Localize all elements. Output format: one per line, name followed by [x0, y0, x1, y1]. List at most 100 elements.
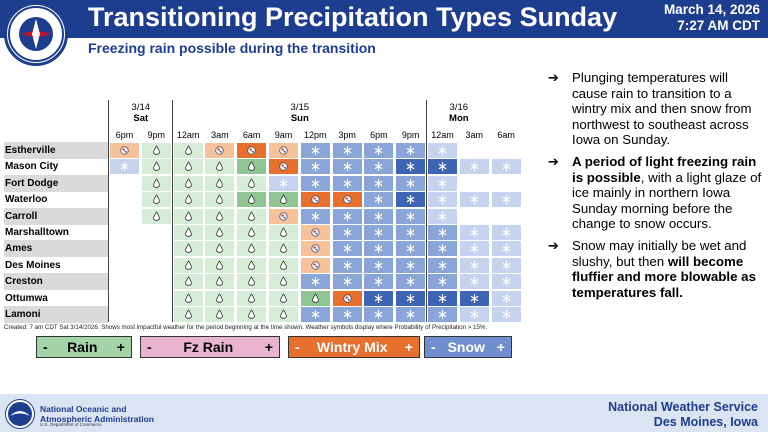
snowflake-icon — [343, 244, 352, 254]
forecast-cell — [140, 273, 172, 291]
day-date: 3/14 — [131, 102, 151, 113]
forecast-cell — [140, 142, 172, 159]
day-header-mon: 3/16 Mon — [427, 102, 491, 124]
day-name: Sun — [290, 113, 309, 124]
forecast-cell — [172, 256, 204, 274]
legend-wm-label: Wintry Mix — [316, 339, 388, 355]
snowflake-icon — [343, 310, 352, 319]
forecast-cell — [236, 240, 268, 258]
forecast-cell — [458, 289, 490, 307]
forecast-cell — [268, 207, 299, 225]
time-label: 12pm — [304, 130, 327, 140]
time-label: 3am — [465, 130, 484, 140]
time-label: 12am — [431, 130, 454, 140]
key-message-2-bold: A period of light freezing rain is possi… — [572, 153, 757, 185]
forecast-cell — [395, 142, 427, 159]
forecast-cell — [490, 174, 522, 192]
forecast-cell — [299, 256, 331, 274]
raindrop-icon — [280, 260, 287, 270]
arrow-right-icon: ➔ — [548, 70, 559, 85]
snowflake-icon — [311, 146, 320, 155]
legend-wintry-mix: - Wintry Mix + — [288, 336, 420, 358]
forecast-cell — [268, 240, 299, 258]
raindrop-icon — [216, 309, 224, 319]
raindrop-icon — [153, 161, 160, 172]
forecast-cell — [331, 224, 363, 241]
key-message-1: ➔ Plunging temperatures will cause rain … — [548, 70, 762, 148]
raindrop-icon — [216, 276, 224, 287]
forecast-cell — [299, 240, 331, 258]
day-date: 3/16 — [449, 102, 469, 113]
forecast-cell — [172, 224, 204, 241]
forecast-cell — [268, 256, 299, 274]
forecast-cell — [331, 207, 363, 225]
snowflake-icon — [470, 293, 479, 303]
forecast-cell — [299, 207, 331, 225]
legend-fz-plus: + — [264, 339, 273, 355]
forecast-cell — [140, 191, 172, 209]
snowflake-icon — [343, 211, 352, 221]
forecast-cell — [363, 174, 395, 192]
time-label: 6pm — [370, 130, 388, 140]
snowflake-icon — [311, 277, 320, 287]
forecast-cell — [109, 306, 140, 323]
snowflake-icon — [374, 162, 383, 172]
forecast-cell — [458, 158, 490, 176]
raindrop-icon — [280, 276, 287, 287]
forecast-cell — [299, 191, 331, 209]
snowflake-icon — [343, 277, 352, 287]
forecast-cell — [109, 273, 140, 291]
forecast-cell — [458, 174, 490, 192]
snowflake-icon — [406, 146, 415, 155]
snowflake-icon — [311, 211, 320, 221]
office-location: Des Moines, Iowa — [653, 415, 758, 429]
snowflake-icon — [374, 178, 383, 188]
forecast-cell — [268, 289, 299, 307]
snowflake-icon — [438, 293, 447, 303]
noaa-name: National Oceanic and Atmospheric Adminis… — [40, 404, 154, 424]
forecast-cell — [490, 306, 522, 323]
wintry-mix-icon — [311, 228, 320, 237]
raindrop-icon — [248, 210, 255, 221]
key-messages: ➔ Plunging temperatures will cause rain … — [548, 70, 762, 306]
noaa-logo-icon — [6, 400, 34, 428]
forecast-cell — [427, 224, 458, 241]
day-name: Sat — [133, 113, 149, 124]
legend-freezing-rain: - Fz Rain + — [140, 336, 280, 358]
forecast-cell — [299, 142, 331, 159]
forecast-cell — [395, 174, 427, 192]
grid-left-border — [108, 100, 109, 323]
legend-wm-minus: - — [295, 339, 300, 355]
snowflake-icon — [470, 162, 479, 172]
forecast-cell — [395, 191, 427, 209]
forecast-cell — [395, 306, 427, 323]
wintry-mix-icon — [279, 146, 288, 155]
forecast-cell — [172, 273, 204, 291]
snowflake-icon — [406, 178, 415, 188]
key-message-2-text: , with a light glaze of ice mainly in no… — [572, 169, 762, 232]
page-subtitle: Freezing rain possible during the transi… — [88, 40, 376, 56]
raindrop-icon — [248, 292, 255, 303]
forecast-cell — [458, 256, 490, 274]
key-message-3: ➔ Snow may initially be wet and slushy, … — [548, 238, 762, 300]
forecast-cell — [363, 306, 395, 323]
snowflake-icon — [406, 228, 415, 237]
row-location-name: Marshalltown — [5, 227, 69, 238]
snowflake-icon — [438, 277, 447, 287]
raindrop-icon — [216, 178, 224, 188]
forecast-cell — [236, 256, 268, 274]
forecast-cell — [140, 306, 172, 323]
forecast-cell — [331, 142, 363, 159]
forecast-cell — [395, 224, 427, 241]
forecast-cell — [236, 224, 268, 241]
issue-datetime: March 14, 2026 7:27 AM CDT — [664, 2, 760, 34]
raindrop-icon — [248, 161, 255, 172]
snowflake-icon — [502, 228, 511, 237]
forecast-cell — [458, 273, 490, 291]
forecast-cell — [299, 224, 331, 241]
forecast-cell — [268, 224, 299, 241]
snowflake-icon — [279, 178, 288, 188]
snowflake-icon — [343, 228, 352, 237]
wintry-mix-icon — [120, 146, 129, 155]
wintry-mix-icon — [215, 146, 225, 155]
